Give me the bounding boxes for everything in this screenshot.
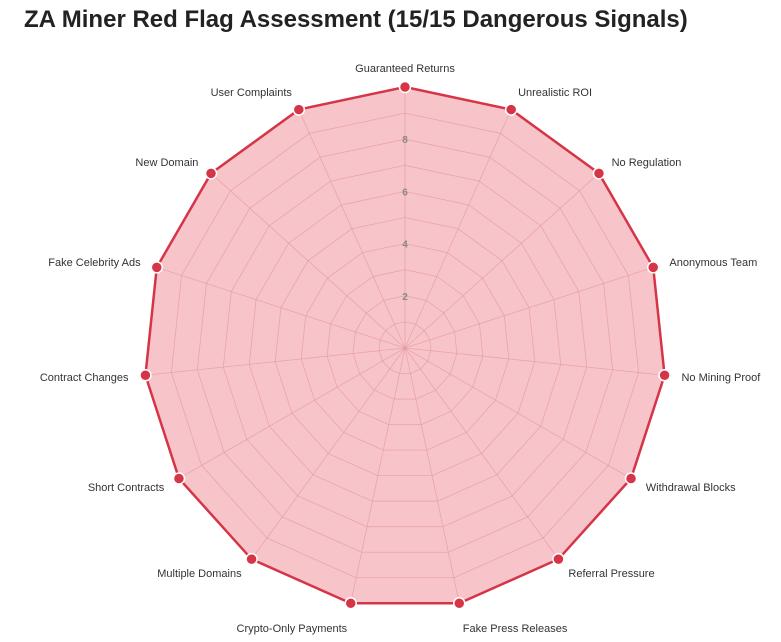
data-point [646, 261, 660, 274]
radar-ticks: 2 4 6 8 [402, 135, 408, 303]
data-point [172, 472, 186, 485]
tick-label: 4 [402, 240, 408, 251]
axis-label: Referral Pressure [568, 568, 654, 580]
series-area [145, 87, 665, 604]
data-point [344, 597, 357, 610]
data-point [453, 597, 466, 610]
data-point [552, 552, 565, 566]
axis-label: Guaranteed Returns [355, 63, 455, 75]
data-point [592, 167, 606, 180]
radar-axis-labels: Guaranteed Returns Unrealistic ROI No Regu… [40, 63, 761, 635]
axis-label: Short Contracts [88, 482, 165, 494]
axis-label: Contract Changes [40, 372, 129, 384]
axis-label: Multiple Domains [157, 568, 242, 580]
axis-label: Crypto-Only Payments [237, 623, 348, 635]
data-point [398, 80, 412, 94]
data-point [658, 369, 671, 382]
data-point [150, 261, 164, 274]
data-point [504, 103, 518, 116]
data-point [139, 369, 152, 382]
axis-label: User Complaints [211, 87, 293, 99]
axis-label: Fake Press Releases [463, 623, 568, 635]
axis-label: Anonymous Team [669, 257, 757, 269]
radar-data [139, 80, 671, 610]
chart-title: ZA Miner Red Flag Assessment (15/15 Dang… [24, 6, 688, 33]
data-point [245, 552, 258, 566]
axis-label: No Regulation [612, 157, 682, 169]
tick-label: 2 [402, 292, 408, 303]
axis-label: New Domain [135, 157, 198, 169]
series-line [144, 85, 666, 605]
axis-label: Withdrawal Blocks [646, 482, 736, 494]
tick-label: 8 [402, 135, 408, 146]
axis-label: No Mining Proof [681, 372, 761, 384]
data-point [292, 103, 306, 116]
axis-label: Unrealistic ROI [518, 87, 592, 99]
data-point [204, 167, 218, 180]
tick-label: 6 [402, 187, 408, 198]
axis-label: Fake Celebrity Ads [48, 257, 141, 269]
data-point [624, 472, 638, 485]
